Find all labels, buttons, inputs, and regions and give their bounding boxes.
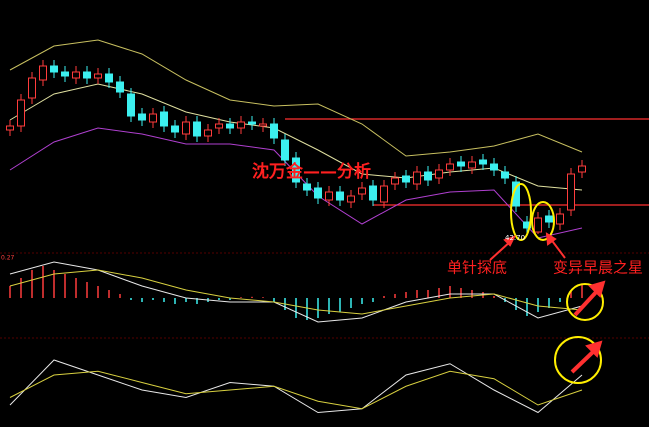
candle-body xyxy=(160,111,168,127)
candle-body xyxy=(6,125,14,131)
candle-body xyxy=(270,123,278,139)
candle-body xyxy=(303,183,311,191)
kd-line xyxy=(9,359,583,414)
band-line xyxy=(9,83,583,191)
candle-body xyxy=(281,139,289,161)
candle-body xyxy=(545,215,553,223)
highlight-circle xyxy=(566,283,604,321)
candle-body xyxy=(446,163,454,171)
candle-body xyxy=(468,161,476,169)
candle-body xyxy=(149,113,157,123)
arrow xyxy=(570,348,597,374)
candle-body xyxy=(567,173,575,211)
candle-body xyxy=(127,93,135,117)
annotation: 单针探底 xyxy=(447,259,507,277)
highlight-ellipse xyxy=(531,201,555,241)
candle-body xyxy=(105,73,113,83)
arrows xyxy=(489,232,606,374)
candle-body xyxy=(347,195,355,203)
candle-body xyxy=(457,161,465,167)
candle-body xyxy=(435,169,443,179)
macd-line xyxy=(9,261,583,323)
candle-body xyxy=(116,81,124,93)
band-line xyxy=(9,39,583,157)
arrow-head xyxy=(545,232,557,246)
candle-body xyxy=(490,163,498,171)
candle-body xyxy=(413,171,421,185)
candle-body xyxy=(204,129,212,137)
candle-body xyxy=(138,113,146,121)
candle-body xyxy=(226,123,234,129)
candle-body xyxy=(182,121,190,135)
candle-body xyxy=(578,165,586,173)
candle-body xyxy=(534,217,542,233)
macd-line xyxy=(9,269,583,315)
macd-label: 0.27 xyxy=(1,255,15,262)
candle-body xyxy=(237,121,245,129)
candle-body xyxy=(358,187,366,195)
candle-body xyxy=(292,157,300,183)
candle-body xyxy=(28,77,36,99)
candle-body xyxy=(50,65,58,73)
candle-body xyxy=(83,71,91,79)
candle-body xyxy=(369,185,377,201)
candle-body xyxy=(259,123,267,127)
candle-body xyxy=(402,175,410,183)
candle-body xyxy=(479,159,487,165)
low-label: 42.70 xyxy=(505,234,525,242)
candle-body xyxy=(17,99,25,127)
highlights xyxy=(510,183,604,384)
candle-body xyxy=(39,65,47,81)
annotation: 变异早晨之星 xyxy=(553,259,643,277)
kd-line xyxy=(9,370,583,410)
candle-body xyxy=(171,125,179,133)
chart-title: 沈万金——分析 xyxy=(252,161,371,182)
candle-body xyxy=(72,71,80,79)
highlight-ellipse xyxy=(510,183,532,241)
candle-body xyxy=(215,123,223,129)
candle-body xyxy=(556,213,564,225)
arrow-head xyxy=(503,235,516,247)
candle-body xyxy=(61,71,69,77)
candle-body xyxy=(336,191,344,201)
candle-body xyxy=(314,187,322,199)
candle-body xyxy=(501,171,509,179)
candle-body xyxy=(380,185,388,203)
arrow-head xyxy=(585,340,603,358)
candle-body xyxy=(248,121,256,125)
highlight-circle xyxy=(554,336,602,384)
candle-body xyxy=(94,73,102,79)
arrow-head xyxy=(588,280,606,298)
candle-body xyxy=(424,171,432,181)
candle-body xyxy=(391,177,399,185)
candle-body xyxy=(325,191,333,201)
arrow xyxy=(573,288,600,317)
candle-body xyxy=(193,121,201,137)
